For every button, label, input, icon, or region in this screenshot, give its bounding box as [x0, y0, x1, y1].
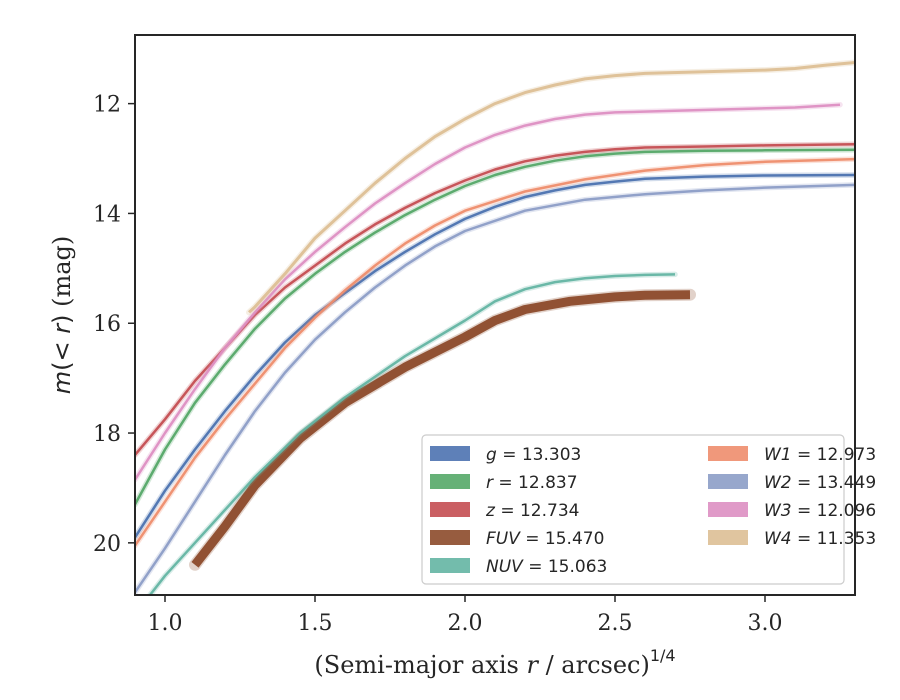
y-tick-label: 20	[93, 532, 121, 557]
y-tick-label: 12	[93, 93, 121, 118]
legend-swatch-W3	[708, 502, 748, 517]
series-line-W3	[135, 103, 841, 481]
y-axis-label: m(< r) (mag)	[48, 236, 76, 395]
x-tick-label: 1.0	[148, 611, 183, 636]
legend-label-z: z = 12.734	[485, 501, 579, 521]
axis-ticks: 1.0 1.5 2.0 2.5 3.0 12 14 16 18 20	[93, 93, 783, 636]
legend-label-W2: W2 = 13.449	[764, 473, 876, 493]
series-line-W2	[135, 183, 855, 594]
legend-swatch-NUV	[430, 558, 470, 573]
legend-box	[421, 434, 845, 585]
series-lines	[135, 59, 855, 595]
y-tick-label: 14	[93, 202, 121, 227]
legend: g = 13.303 r = 12.837 z = 12.734 FUV = 15.4…	[421, 434, 876, 585]
legend-swatch-W2	[708, 474, 748, 489]
x-tick-label: 2.0	[448, 611, 483, 636]
legend-label-W1: W1 = 12.973	[764, 445, 876, 465]
series-line-r	[135, 148, 855, 505]
legend-label-NUV: NUV = 15.063	[486, 557, 607, 577]
legend-swatch-g	[430, 446, 470, 461]
x-tick-label: 3.0	[748, 611, 783, 636]
series-line-g	[135, 173, 855, 539]
legend-swatch-z	[430, 502, 470, 517]
plot-frame	[134, 34, 856, 596]
x-axis-label: (Semi-major axis r / arcsec)1/4	[314, 646, 675, 679]
y-tick-label: 16	[93, 312, 121, 337]
series-line-NUV	[149, 273, 676, 595]
legend-label-W4: W4 = 11.353	[764, 529, 876, 549]
y-tick-label: 18	[93, 422, 121, 447]
series-line-W4	[247, 61, 855, 314]
series-line-FUV	[191, 290, 691, 568]
legend-swatch-FUV	[430, 530, 470, 545]
legend-swatch-r	[430, 474, 470, 489]
series-line-W1	[135, 157, 855, 547]
legend-label-W3: W3 = 12.096	[764, 501, 876, 521]
x-tick-label: 2.5	[598, 611, 633, 636]
legend-swatch-W4	[708, 530, 748, 545]
legend-label-FUV: FUV = 15.470	[486, 529, 604, 549]
legend-label-g: g = 13.303	[486, 445, 581, 465]
legend-label-r: r = 12.837	[486, 473, 578, 493]
x-tick-label: 1.5	[298, 611, 333, 636]
legend-swatch-W1	[708, 446, 748, 461]
